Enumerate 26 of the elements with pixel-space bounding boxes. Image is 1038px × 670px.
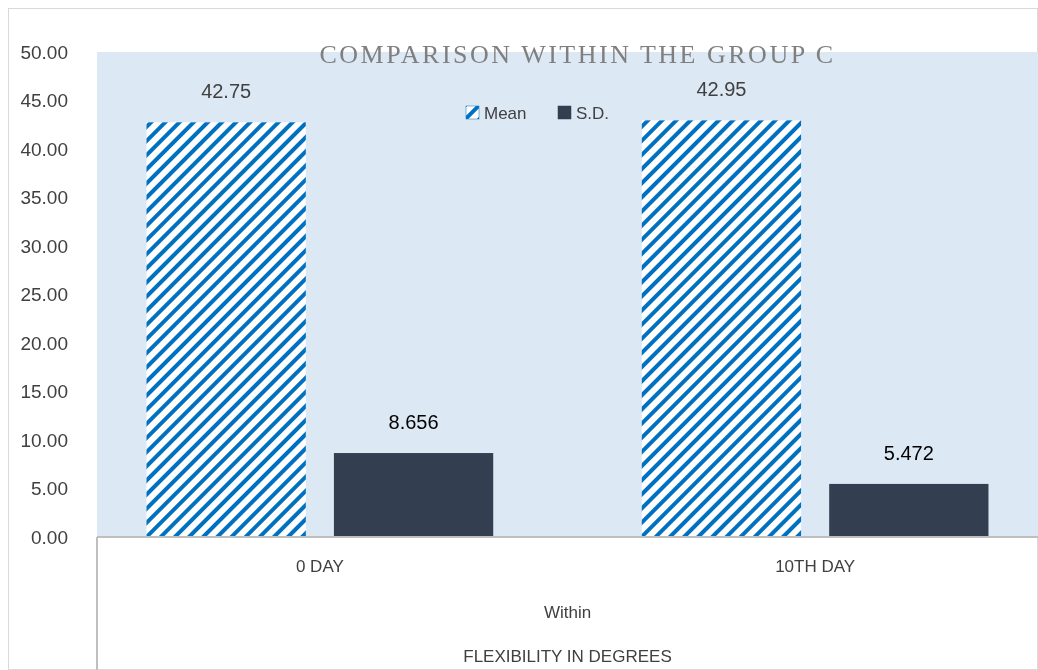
y-tick-label: 50.00 [20, 41, 68, 63]
y-tick-label: 20.00 [20, 332, 68, 354]
legend-label: S.D. [576, 104, 610, 123]
y-tick-label: 10.00 [20, 429, 68, 451]
bar [146, 122, 306, 537]
y-tick-label: 15.00 [20, 381, 68, 403]
text: Within [543, 603, 592, 622]
y-tick-label: 40.00 [20, 138, 68, 160]
x-tick-label: 10TH DAY [775, 557, 856, 576]
data-label: 8.656 [388, 411, 439, 434]
y-tick-label: 45.00 [20, 90, 68, 112]
x-tick-label: 0 DAY [295, 557, 344, 576]
y-tick-label: 30.00 [20, 235, 68, 257]
data-label: 42.75 [201, 80, 252, 103]
y-tick-label: 0.00 [31, 526, 68, 548]
data-label: 42.95 [696, 78, 747, 101]
bar [829, 483, 989, 537]
chart-title: COMPARISON WITHIN THE GROUP C [319, 40, 836, 69]
legend-label: Mean [484, 104, 527, 123]
y-tick-label: 5.00 [31, 478, 68, 500]
data-label: 5.472 [883, 441, 934, 464]
x-axis-title: FLEXIBILITY IN DEGREES [463, 647, 672, 666]
bar [641, 120, 802, 537]
bar [333, 453, 494, 537]
y-tick-label: 25.00 [20, 284, 68, 306]
y-tick-label: 35.00 [20, 187, 68, 209]
